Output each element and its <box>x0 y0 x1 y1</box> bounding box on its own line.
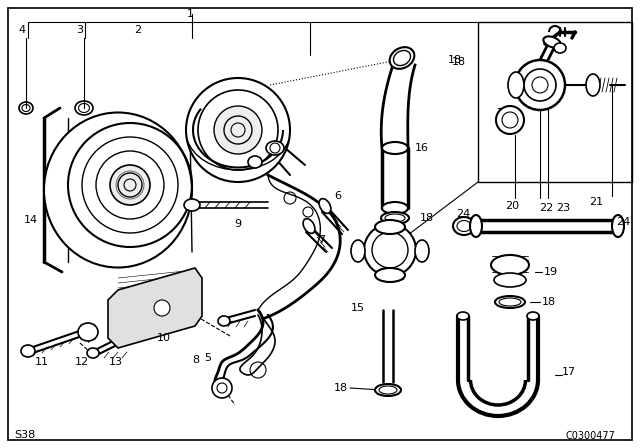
Text: 24: 24 <box>616 217 630 227</box>
Circle shape <box>515 60 565 110</box>
Ellipse shape <box>87 348 99 358</box>
Ellipse shape <box>78 323 98 341</box>
Ellipse shape <box>319 198 331 213</box>
Text: 8: 8 <box>193 355 200 365</box>
Text: 7: 7 <box>318 235 325 245</box>
Ellipse shape <box>184 199 200 211</box>
Polygon shape <box>108 268 202 348</box>
Text: 11: 11 <box>35 357 49 367</box>
Text: 18: 18 <box>448 55 462 65</box>
Ellipse shape <box>382 142 408 154</box>
Ellipse shape <box>586 74 600 96</box>
Ellipse shape <box>494 273 526 287</box>
Circle shape <box>212 378 232 398</box>
Text: 10: 10 <box>157 333 171 343</box>
Circle shape <box>364 224 416 276</box>
Ellipse shape <box>218 316 230 326</box>
Text: 17: 17 <box>562 367 576 377</box>
Ellipse shape <box>375 220 405 234</box>
Text: C0300477: C0300477 <box>565 431 615 441</box>
Text: 1: 1 <box>186 9 193 19</box>
Text: 24: 24 <box>456 209 470 219</box>
Ellipse shape <box>266 141 284 155</box>
Ellipse shape <box>390 47 414 69</box>
Ellipse shape <box>612 215 624 237</box>
Circle shape <box>186 78 290 182</box>
Text: 23: 23 <box>556 203 570 213</box>
Ellipse shape <box>491 255 529 275</box>
Circle shape <box>110 165 150 205</box>
Ellipse shape <box>375 384 401 396</box>
Text: 16: 16 <box>415 143 429 153</box>
Ellipse shape <box>470 215 482 237</box>
Text: 4: 4 <box>19 25 26 35</box>
Text: 18: 18 <box>452 57 466 67</box>
Text: 6: 6 <box>335 191 342 201</box>
Ellipse shape <box>351 240 365 262</box>
Ellipse shape <box>382 202 408 214</box>
Ellipse shape <box>21 345 35 357</box>
Circle shape <box>154 300 170 316</box>
Text: 13: 13 <box>109 357 123 367</box>
Ellipse shape <box>527 312 539 320</box>
Circle shape <box>496 106 524 134</box>
Text: 18: 18 <box>542 297 556 307</box>
Ellipse shape <box>495 296 525 308</box>
Ellipse shape <box>457 312 469 320</box>
Text: 12: 12 <box>75 357 89 367</box>
Ellipse shape <box>381 212 409 224</box>
Text: 14: 14 <box>24 215 38 225</box>
Ellipse shape <box>44 112 192 267</box>
Text: 18: 18 <box>334 383 348 393</box>
Text: 22: 22 <box>539 203 553 213</box>
Ellipse shape <box>375 268 405 282</box>
Text: 9: 9 <box>234 219 241 229</box>
Ellipse shape <box>303 219 315 233</box>
Ellipse shape <box>543 36 561 47</box>
Ellipse shape <box>554 43 566 53</box>
Ellipse shape <box>453 217 475 235</box>
Text: 21: 21 <box>589 197 603 207</box>
Ellipse shape <box>415 240 429 262</box>
Text: 5: 5 <box>205 353 211 363</box>
Text: 20: 20 <box>505 201 519 211</box>
Text: 19: 19 <box>544 267 558 277</box>
Ellipse shape <box>508 72 524 98</box>
Circle shape <box>214 106 262 154</box>
Text: S38: S38 <box>14 430 35 440</box>
Text: 18: 18 <box>420 213 434 223</box>
Text: 15: 15 <box>351 303 365 313</box>
Text: 3: 3 <box>77 25 83 35</box>
Text: 2: 2 <box>134 25 141 35</box>
Ellipse shape <box>248 156 262 168</box>
